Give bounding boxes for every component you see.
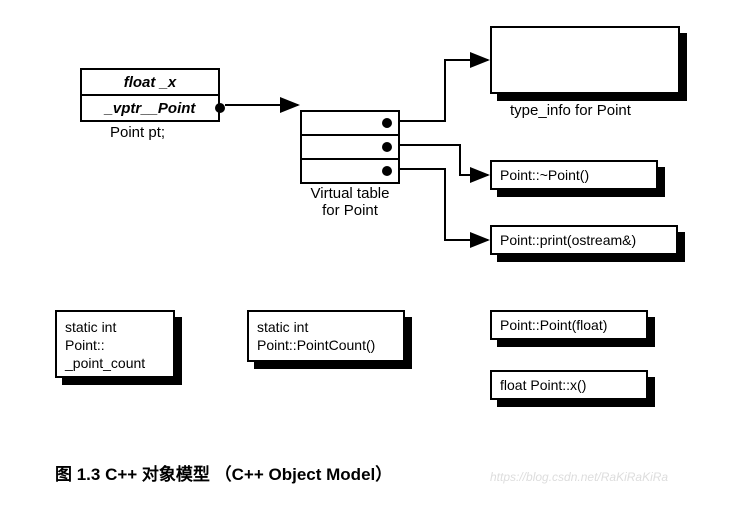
point-field-x: float _x [82,70,218,96]
static-func-label: static int Point::PointCount() [249,312,383,360]
dtor-box: Point::~Point() [490,160,658,190]
figure-caption: 图 1.3 C++ 对象模型 （C++ Object Model） [55,460,392,485]
vtable-dot-1 [382,142,392,152]
watermark-text: https://blog.csdn.net/RaKiRaKiRa [490,470,668,484]
vtable-dot-2 [382,166,392,176]
vtable-label: Virtual table for Point [300,185,400,219]
getter-box: float Point::x() [490,370,648,400]
static-data-box: static int Point:: _point_count [55,310,175,378]
typeinfo-label: type_info for Point [510,102,631,119]
vtable-slot-2 [302,160,398,182]
static-func-box: static int Point::PointCount() [247,310,405,362]
point-object-box: float _x _vptr__Point [80,68,220,122]
point-vptr-label: _vptr__Point [105,100,196,117]
point-instance-label: Point pt; [110,124,165,141]
ctor-box: Point::Point(float) [490,310,648,340]
dtor-label: Point::~Point() [500,167,589,183]
print-label: Point::print(ostream&) [500,232,636,248]
getter-label: float Point::x() [500,377,586,393]
vtable-slot-0 [302,112,398,136]
vptr-dot [215,103,225,113]
print-box: Point::print(ostream&) [490,225,678,255]
ctor-label: Point::Point(float) [500,317,607,333]
typeinfo-box [490,26,680,94]
vtable-box [300,110,400,184]
static-data-label: static int Point:: _point_count [57,312,153,379]
vtable-dot-0 [382,118,392,128]
point-field-vptr: _vptr__Point [82,96,218,120]
vtable-slot-1 [302,136,398,160]
